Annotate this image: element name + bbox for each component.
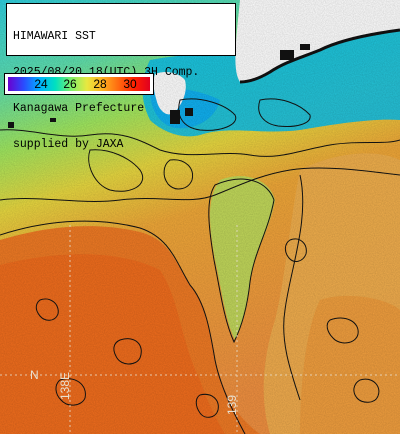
colorbar-tick-28: 28 (93, 77, 107, 91)
coastal-speckles (8, 44, 310, 128)
colorbar-tick-30: 30 (123, 77, 137, 91)
colorbar-tick-26: 26 (63, 77, 77, 91)
title-line-4: supplied by JAXA (13, 138, 124, 151)
colorbar-tick-24: 24 (34, 77, 48, 91)
title-line-3: Kanagawa Prefecture (13, 102, 145, 115)
color-scale-gradient (8, 77, 150, 91)
title-line-1: HIMAWARI SST (13, 30, 96, 43)
longitude-label-139: 139 (225, 394, 239, 415)
grid-lines (0, 225, 400, 434)
contour-lines (0, 98, 400, 434)
title-box: HIMAWARI SST 2025/08/20 18(UTC) 3H Comp.… (6, 3, 236, 151)
color-scale-legend: 24 26 28 30 (4, 73, 154, 95)
latitude-label: N (30, 368, 39, 382)
longitude-label-138: 138E (58, 371, 72, 400)
